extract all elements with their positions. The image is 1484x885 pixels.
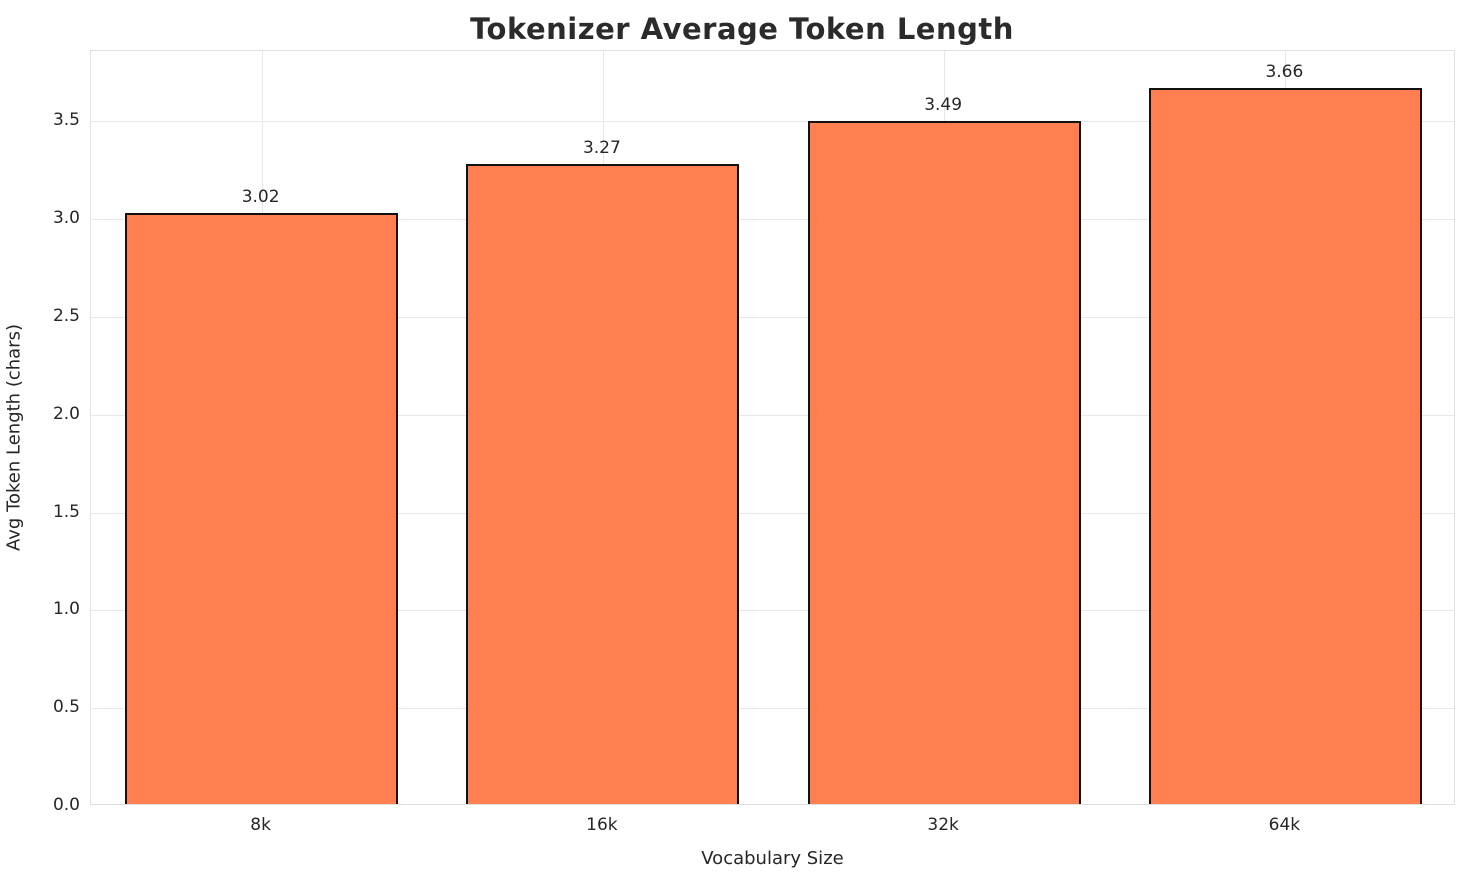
horizontal-gridline bbox=[91, 317, 1454, 318]
horizontal-gridline bbox=[91, 121, 1454, 123]
y-tick-label: 0.0 bbox=[52, 795, 80, 815]
horizontal-gridline bbox=[91, 414, 1454, 416]
y-tick-label: 2.0 bbox=[52, 403, 80, 424]
horizontal-gridline bbox=[91, 219, 1454, 221]
bar-64k bbox=[1148, 88, 1422, 804]
y-tick-label: 0.5 bbox=[52, 697, 80, 718]
plot-area bbox=[90, 50, 1455, 805]
x-tick-label-64k: 64k bbox=[1268, 815, 1301, 835]
horizontal-gridline bbox=[91, 610, 1454, 612]
bar-value-label: 3.66 bbox=[1265, 62, 1304, 83]
x-tick-label-32k: 32k bbox=[927, 815, 959, 835]
chart-title: Tokenizer Average Token Length bbox=[470, 12, 1014, 46]
bar-16k bbox=[466, 164, 740, 804]
x-axis-label: Vocabulary Size bbox=[701, 848, 844, 869]
bar-value-label: 3.02 bbox=[241, 187, 280, 208]
x-tick-label-16k: 16k bbox=[586, 815, 618, 835]
x-tick-label-8k: 8k bbox=[250, 815, 271, 835]
y-tick-label: 3.5 bbox=[52, 110, 80, 131]
y-tick-label: 2.5 bbox=[52, 306, 80, 326]
bar-value-label: 3.27 bbox=[582, 138, 621, 159]
y-axis-label: Avg Token Length (chars) bbox=[4, 211, 25, 551]
y-tick-label: 3.0 bbox=[52, 208, 80, 229]
horizontal-gridline bbox=[91, 512, 1454, 514]
bar-32k bbox=[807, 121, 1081, 804]
y-tick-label: 1.0 bbox=[52, 599, 80, 620]
y-axis-label-text: Avg Token Length (chars) bbox=[3, 324, 25, 551]
bar-8k bbox=[125, 213, 399, 804]
horizontal-gridline bbox=[91, 708, 1454, 710]
y-tick-label: 1.5 bbox=[52, 501, 80, 522]
bar-value-label: 3.49 bbox=[924, 95, 963, 116]
